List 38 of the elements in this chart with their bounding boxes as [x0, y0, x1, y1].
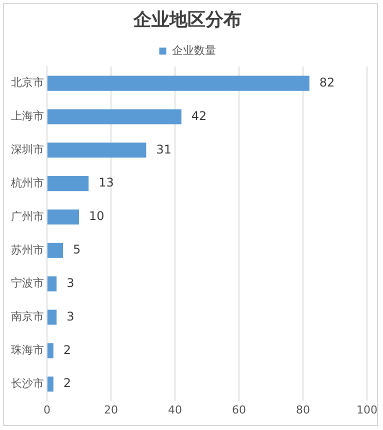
data-label: 42	[191, 108, 207, 123]
data-label: 82	[319, 75, 335, 90]
y-tick-label: 南京市	[11, 310, 44, 324]
x-tick-label: 60	[232, 403, 246, 416]
y-tick-label: 杭州市	[10, 176, 44, 190]
data-label: 3	[66, 276, 74, 290]
x-tick-label: 0	[44, 403, 50, 416]
y-tick-label: 上海市	[11, 110, 44, 123]
y-tick-label: 苏州市	[11, 243, 44, 256]
bar	[48, 310, 57, 325]
data-label: 3	[66, 309, 74, 324]
y-tick-label: 珠海市	[11, 344, 44, 357]
bar	[48, 76, 310, 91]
bar	[48, 109, 182, 124]
bar	[48, 376, 54, 392]
data-label: 5	[73, 242, 81, 257]
x-tick-label: 40	[168, 403, 182, 416]
y-tick-label: 广州市	[11, 210, 44, 223]
data-label: 31	[156, 142, 172, 156]
bar	[48, 343, 54, 358]
bar	[48, 242, 63, 258]
bar	[48, 176, 89, 192]
x-tick-label: 100	[356, 403, 378, 416]
chart-title: 企业地区分布	[132, 9, 242, 30]
data-label: 2	[63, 342, 72, 357]
y-tick-label: 深圳市	[11, 143, 44, 156]
y-tick-label: 北京市	[11, 76, 44, 90]
bar	[48, 209, 79, 225]
data-label: 13	[98, 176, 114, 190]
y-tick-label: 长沙市	[11, 376, 44, 390]
x-tick-label: 20	[104, 403, 118, 416]
data-label: 2	[63, 376, 72, 390]
y-tick-label: 宁波市	[11, 276, 44, 290]
x-tick-label: 80	[296, 403, 310, 416]
legend-label: 企业数量	[172, 44, 216, 57]
data-label: 10	[89, 209, 104, 224]
bar	[48, 276, 57, 292]
bar	[48, 142, 146, 158]
